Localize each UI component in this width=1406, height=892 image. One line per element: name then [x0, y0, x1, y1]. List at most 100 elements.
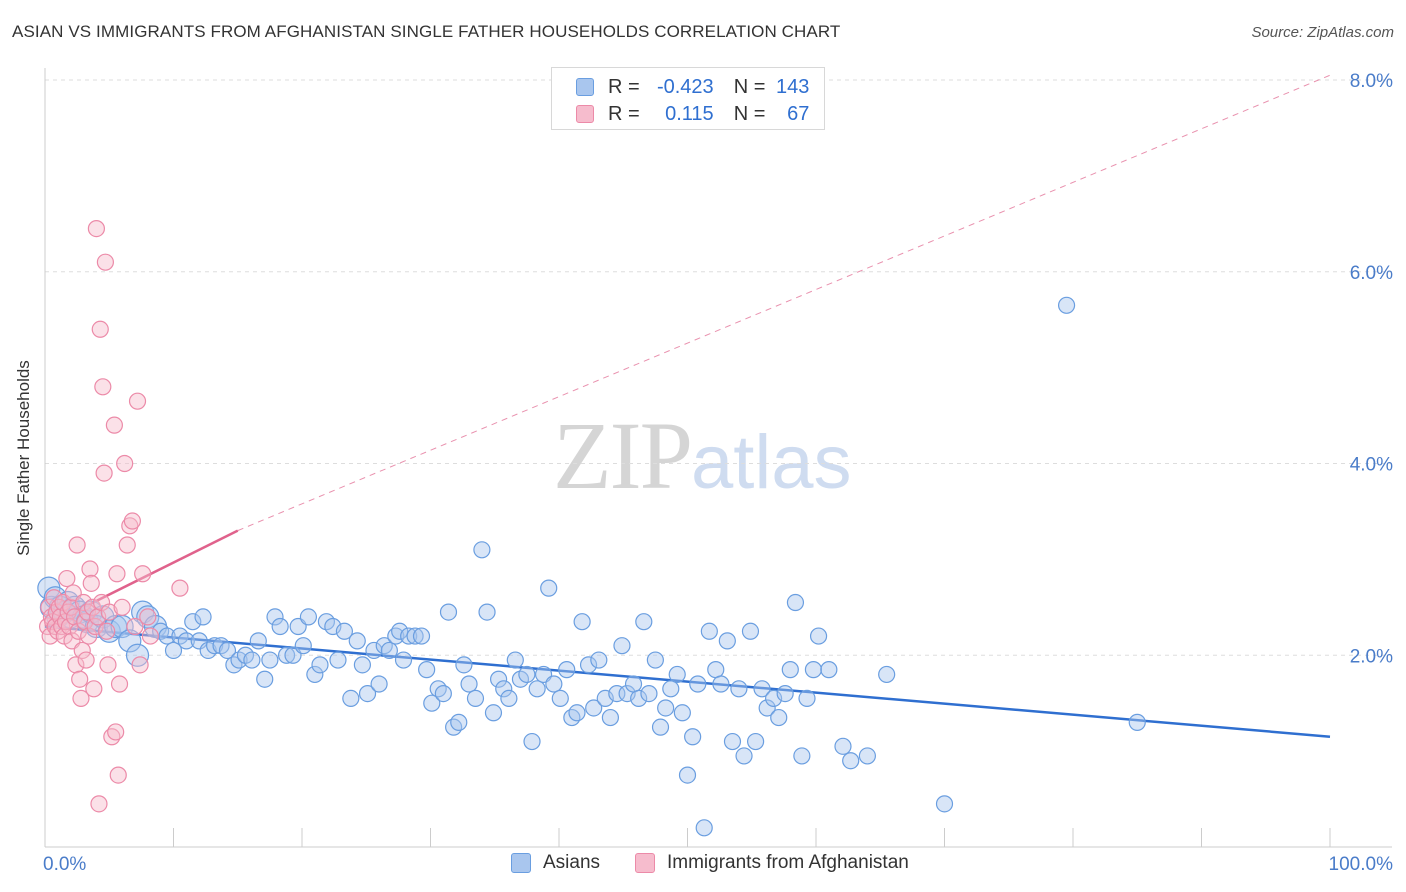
afghan-point [58, 569, 76, 588]
asians-point [243, 651, 261, 669]
afghan-point [45, 589, 63, 607]
asians-point [439, 603, 458, 621]
asians-point [406, 627, 424, 645]
asians-point [177, 632, 195, 650]
legend-swatch-afghan [635, 853, 655, 873]
asians-point [311, 656, 329, 674]
series-legend: Asians Immigrants from Afghanistan [0, 852, 1406, 878]
asians-point [842, 752, 860, 770]
asians-point [484, 704, 503, 722]
asians-point [418, 661, 436, 679]
asians-point [718, 632, 736, 650]
asians-point [194, 608, 212, 626]
afghan-point [80, 627, 98, 645]
afghan-point [96, 253, 114, 271]
asians-point [266, 608, 284, 626]
afghan-point [62, 598, 80, 616]
stats-r-value: -0.423 [656, 75, 714, 98]
legend-swatch-asians [511, 853, 531, 873]
asians-point [380, 641, 398, 660]
afghan-point [126, 617, 144, 636]
asians-points [37, 296, 1146, 837]
afghan-point [131, 656, 149, 674]
legend-item-afghan[interactable]: Immigrants from Afghanistan [635, 852, 909, 874]
asians-point [445, 718, 463, 736]
afghan-point [95, 464, 113, 482]
asians-point [730, 680, 748, 698]
asians-point [478, 603, 496, 621]
trend-lines [44, 74, 1331, 738]
afghan-point [71, 670, 89, 688]
asians-point [678, 766, 697, 784]
asians-point [500, 689, 518, 707]
asians-point [1128, 713, 1146, 731]
asians-point [579, 656, 598, 674]
asians-point [601, 708, 620, 727]
y-tick-label: 4.0% [1350, 455, 1393, 476]
stats-r-label: R = [608, 102, 640, 125]
afghan-point [109, 766, 127, 784]
stats-n-label: N = [733, 102, 766, 125]
asians-trend-line [44, 625, 1331, 738]
asians-point [294, 637, 312, 655]
source-note: Source: ZipAtlas.com [1251, 24, 1394, 41]
legend-label-asians: Asians [543, 852, 601, 873]
asians-point [585, 699, 603, 717]
afghan-point [94, 378, 112, 396]
legend-label-afghan: Immigrants from Afghanistan [667, 852, 909, 873]
asians-point [781, 661, 799, 679]
asians-point [707, 661, 725, 679]
axes [44, 68, 1392, 848]
asians-point [657, 699, 675, 717]
grid-lines [45, 79, 1392, 656]
asians-point [434, 684, 452, 703]
afghan-point [68, 536, 86, 554]
asians-point [518, 665, 536, 684]
watermark: ZIPatlas [553, 400, 852, 511]
asians-point [455, 656, 473, 674]
asians-point [695, 819, 713, 837]
legend-item-asians[interactable]: Asians [511, 852, 600, 874]
asians-point [563, 708, 581, 727]
asians-point [412, 627, 431, 645]
asians-point [306, 665, 324, 684]
stats-row-afghan: R = 0.115 N = 67 [576, 101, 809, 127]
afghan-point [69, 622, 88, 640]
asians-point [348, 632, 366, 650]
afghan-point [99, 656, 117, 674]
asians-point [118, 629, 142, 653]
stats-r-label: R = [608, 75, 640, 98]
asians-point [225, 656, 243, 674]
asians-point [700, 622, 718, 640]
asians-point [735, 747, 753, 765]
afghan-point [107, 723, 125, 741]
asians-point [423, 694, 441, 712]
asians-point [568, 704, 586, 722]
afghan-point [98, 622, 116, 640]
asians-point [466, 689, 485, 707]
stats-r-value: 0.115 [665, 102, 714, 125]
asians-point [776, 684, 794, 703]
afghan-point [108, 565, 126, 583]
asians-point [684, 728, 702, 746]
asians-point [158, 627, 176, 645]
asians-point [277, 646, 296, 664]
asians-point [218, 641, 237, 660]
asians-point [450, 713, 468, 731]
asians-point [662, 680, 680, 698]
asians-point [793, 747, 811, 765]
afghan-point [74, 593, 93, 612]
asians-point [1057, 296, 1076, 314]
asians-point [184, 613, 202, 631]
asians-point [353, 656, 371, 674]
asians-point [299, 608, 318, 626]
chart-title: ASIAN VS IMMIGRANTS FROM AFGHANISTAN SIN… [12, 22, 841, 41]
asians-point [820, 661, 838, 679]
asians-point [689, 675, 707, 693]
stats-n-label: N = [733, 75, 766, 98]
stats-n-value: 67 [787, 102, 810, 125]
asians-point [753, 680, 771, 698]
afghan-point [134, 565, 152, 583]
asians-point [758, 699, 776, 717]
asians-point [668, 665, 686, 684]
